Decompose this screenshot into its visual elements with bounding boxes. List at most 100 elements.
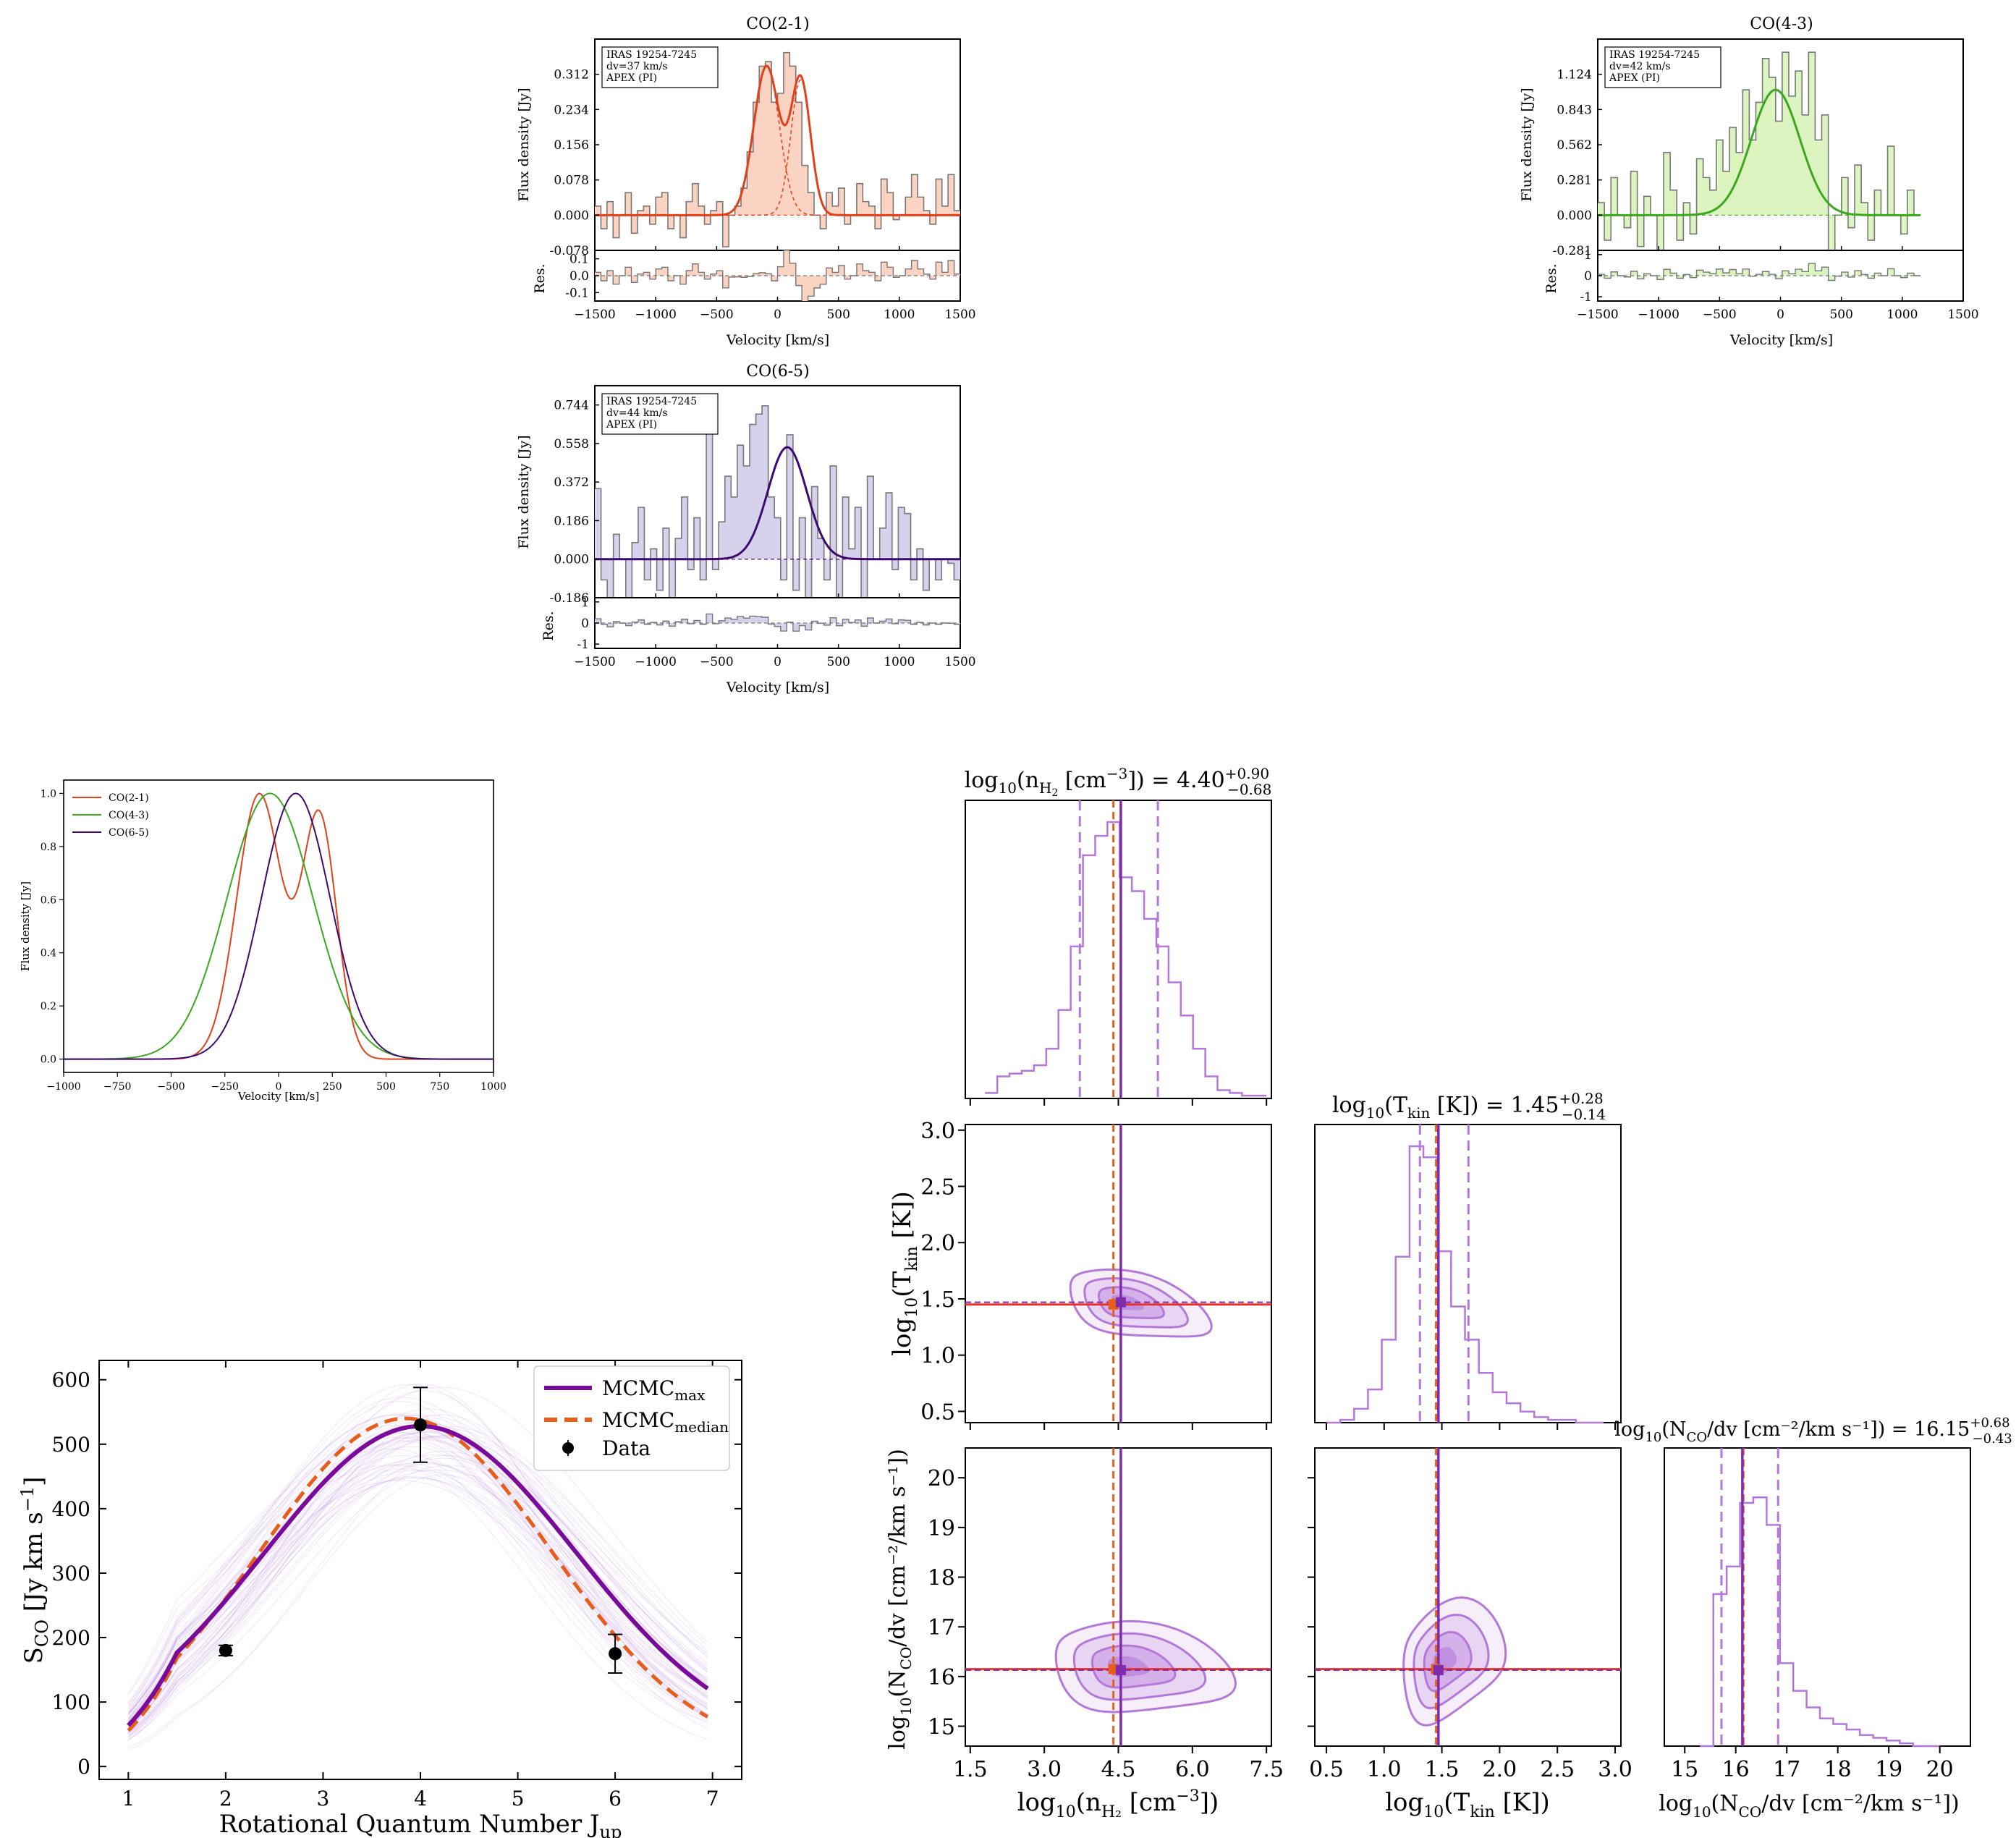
corner-y-label-t-post: (T xyxy=(888,1271,917,1297)
y-tick-label: 0.000 xyxy=(1557,208,1592,223)
sled-x-axis-label: Rotational Quantum Number Jup xyxy=(219,1810,622,1838)
sled-plot-area xyxy=(127,1384,709,1750)
posterior-sample-line xyxy=(128,1448,708,1727)
x-tick-label: 15 xyxy=(1671,1757,1698,1782)
res-tick-label: 0.1 xyxy=(569,253,589,267)
y-tick-label: 200 xyxy=(52,1626,90,1650)
x-tick-label: 500 xyxy=(826,308,850,322)
x-tick-label: 0 xyxy=(276,1081,282,1093)
marginal-histogram xyxy=(1700,1496,1940,1748)
corner-title-n: log10(nH2 [cm−3]) = 4.40+0.90 −0.68 xyxy=(965,765,1272,799)
corner-title-t: log10(Tkin [K]) = 1.45+0.28 −0.14 xyxy=(1332,1090,1606,1123)
residual-histogram xyxy=(595,613,960,632)
x-tick-label: 1.0 xyxy=(1367,1757,1402,1782)
y-tick-label: 0.744 xyxy=(554,399,589,413)
y-tick-label: 16 xyxy=(928,1665,955,1690)
posterior-sample-line xyxy=(127,1431,708,1705)
y-tick-label: 19 xyxy=(928,1516,955,1541)
sled-x-label-main: Rotational Quantum Number J xyxy=(219,1810,600,1838)
posterior-sample-line xyxy=(127,1415,708,1713)
y-tick-label: 600 xyxy=(52,1368,90,1392)
corner-x-label-t-post: (T xyxy=(1444,1788,1470,1817)
normalized-legend: CO(2-1) CO(4-3) CO(6-5) xyxy=(72,792,149,839)
corner-x-label-n-close: ]) xyxy=(1200,1788,1219,1817)
info-box-co65 xyxy=(601,393,719,435)
sled-y-label-sub: CO xyxy=(32,1619,52,1647)
max-marker xyxy=(1433,1664,1444,1675)
corner-title-n-errm: −0.68 xyxy=(1227,781,1271,798)
residual-fill xyxy=(595,614,960,632)
corner-title-nco-sub2: CO xyxy=(1687,1430,1708,1445)
legend-mcmc-max-sub: max xyxy=(674,1386,706,1404)
posterior-sample-line xyxy=(128,1475,708,1736)
posterior-sample-line xyxy=(127,1386,708,1716)
corner-title-t-sub1: 10 xyxy=(1366,1104,1384,1122)
posterior-sample-line xyxy=(127,1477,708,1719)
y-tick-label: 0.558 xyxy=(554,437,589,452)
corner-x-label-n: log10(nH₂ [cm−3]) xyxy=(1017,1787,1219,1821)
y-tick-label: 17 xyxy=(928,1615,955,1640)
posterior-sample-line xyxy=(128,1465,708,1740)
x-tick-label: 1 xyxy=(122,1787,135,1811)
posterior-sample-line xyxy=(128,1477,708,1720)
fit-total-line xyxy=(595,64,960,216)
data-point xyxy=(609,1647,622,1661)
y-tick-label: 0.156 xyxy=(554,138,589,153)
y-tick-label: 0.186 xyxy=(554,514,589,528)
posterior-sample-line xyxy=(128,1401,708,1731)
info-box-line-1: IRAS 19254-7245 xyxy=(606,396,697,407)
spectrum-title-co65: CO(6-5) xyxy=(746,363,809,381)
x-tick-label: 1000 xyxy=(1886,308,1918,322)
y-tick-label: -0.078 xyxy=(550,244,589,258)
x-tick-label: 0.5 xyxy=(1309,1757,1344,1782)
corner-y-label-nco-post: (N xyxy=(885,1669,910,1697)
y-axis-label-co43: Flux density [Jy] xyxy=(1519,88,1535,201)
corner-hist-n-frame xyxy=(965,800,1272,1099)
info-box-co21 xyxy=(601,46,719,88)
posterior-sample-line xyxy=(128,1435,708,1721)
y-tick-label: 100 xyxy=(52,1690,90,1714)
sled-y-label-rest: [Jy km s xyxy=(20,1512,48,1619)
spectrum-panel-co21: CO(2-1) IRAS 19254-7245 dv=37 km/s APEX … xyxy=(516,15,976,348)
x-tick-label: 1000 xyxy=(884,308,915,322)
y-tick-label: 0.234 xyxy=(554,103,589,117)
corner-title-n-pre: log xyxy=(965,768,999,793)
corner-title-nco-errm: −0.43 xyxy=(1973,1431,2012,1447)
spectrum-title-co21: CO(2-1) xyxy=(746,15,809,33)
spectrum-plot-co21 xyxy=(595,51,960,247)
posterior-sample-line xyxy=(127,1437,708,1714)
legend-label-co43: CO(4-3) xyxy=(109,810,149,821)
x-tick-label: 1000 xyxy=(884,655,915,669)
y-tick-label: 20 xyxy=(928,1466,955,1491)
res-tick-labels-co65: 1 0 -1 xyxy=(577,596,599,652)
legend-mcmc-median-main: MCMC xyxy=(602,1408,674,1432)
x-tick-label: −500 xyxy=(1703,308,1737,322)
x-tick-label: 3 xyxy=(317,1787,330,1811)
y-tick-label: 15 xyxy=(928,1715,955,1740)
x-tick-label: 7.5 xyxy=(1249,1757,1284,1782)
corner-x-label-n-post: (n xyxy=(1076,1788,1101,1817)
x-tick-label: 5 xyxy=(512,1787,525,1811)
res-tick-label: -0.1 xyxy=(565,286,589,300)
x-tick-label: 250 xyxy=(323,1081,342,1093)
marginal-histogram xyxy=(1326,1145,1604,1424)
normalized-x-axis-label: Velocity [km/s] xyxy=(237,1090,319,1103)
corner-y-label-nco-sub: 10 xyxy=(897,1697,915,1715)
corner-title-n-sub1: 10 xyxy=(999,779,1017,797)
y-tick-label: 1.0 xyxy=(41,788,56,800)
x-tick-label: −1000 xyxy=(46,1081,80,1093)
fit-total-line xyxy=(1598,88,1921,216)
corner-title-n-sub3: 2 xyxy=(1051,787,1058,799)
legend-label-mcmc-median: MCMCmedian xyxy=(602,1408,729,1436)
x-axis-label-co43: Velocity [km/s] xyxy=(1729,332,1833,348)
y-tick-label: 18 xyxy=(928,1566,955,1591)
corner-title-n-mid: (n xyxy=(1017,768,1039,793)
sled-y-ticks: 0 100 200 300 400 500 600 xyxy=(52,1368,742,1779)
sled-legend-frame xyxy=(533,1365,730,1471)
corner-y-label-nco-sub2: CO xyxy=(897,1647,915,1670)
sled-y-label-sup: −1 xyxy=(17,1486,38,1512)
x-tick-label: 0 xyxy=(1776,308,1784,322)
sled-legend: MCMCmax MCMCmedian Data xyxy=(533,1365,730,1471)
x-tick-label: −1500 xyxy=(1577,308,1619,322)
y-tick-label: 0.5 xyxy=(920,1399,955,1425)
